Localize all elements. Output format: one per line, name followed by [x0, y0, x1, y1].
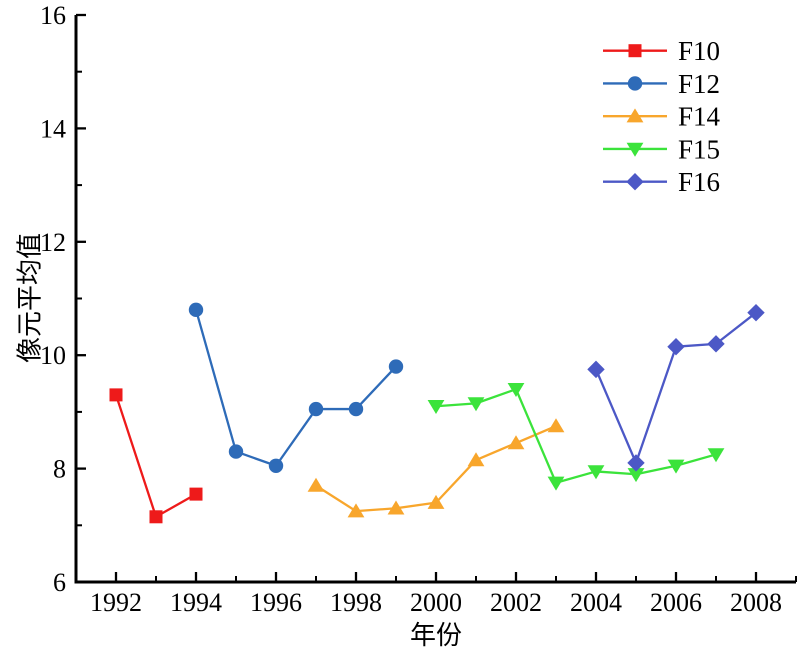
- axes: 1992 1994 1996 1998 2000 2002 2004 2006 2008 6 8 10…: [40, 1, 797, 617]
- data-point-F14-1999: [387, 500, 405, 515]
- data-point-F10-1992: [109, 388, 123, 402]
- data-point-F12-1998: [348, 401, 364, 417]
- legend-item-F12: F12: [603, 69, 720, 99]
- data-point-F12-1994: [188, 302, 204, 318]
- data-point-F15-2002: [507, 383, 525, 398]
- data-point-F16-2004: [587, 360, 605, 379]
- data-point-F16-2006: [667, 337, 685, 356]
- data-point-F14-2000: [427, 494, 445, 509]
- data-point-F15-2004: [587, 465, 605, 480]
- series-line-F12: [194, 308, 398, 467]
- x-tick-label: 1998: [330, 588, 382, 617]
- data-point-F12-1995: [228, 444, 244, 459]
- y-tick-label: 14: [40, 114, 66, 143]
- x-tick-label: 1996: [250, 588, 302, 617]
- series-F10: [109, 388, 203, 524]
- y-tick-label: 10: [40, 341, 66, 370]
- x-axis-title: 年份: [409, 621, 462, 650]
- legend-marker-F16: [626, 173, 644, 191]
- data-point-F12-1996: [268, 458, 284, 473]
- x-tick-label: 2008: [730, 588, 782, 617]
- data-point-F14-1997: [307, 477, 325, 492]
- data-point-F12-1997: [308, 401, 324, 417]
- data-point-F14-2002: [507, 435, 525, 450]
- legend-label-F14: F14: [678, 102, 721, 132]
- legend-label-F15: F15: [678, 134, 720, 164]
- legend-item-F10: F10: [603, 36, 720, 66]
- data-point-F10-1994: [189, 487, 203, 501]
- data-point-F15-2005: [627, 468, 645, 483]
- x-tick-label: 2004: [570, 588, 622, 617]
- y-tick-label: 16: [40, 1, 66, 30]
- y-tick-label: 6: [53, 568, 66, 597]
- legend-marker-F15: [626, 142, 644, 157]
- legend-marker-F10: [628, 44, 642, 58]
- series-F15: [427, 383, 725, 491]
- x-tick-label: 2000: [410, 588, 462, 617]
- data-point-F15-2007: [707, 448, 725, 463]
- data-point-F15-2001: [467, 397, 485, 412]
- data-point-F15-2003: [547, 476, 565, 491]
- data-point-F14-2001: [467, 452, 485, 467]
- series-F12: [188, 302, 404, 473]
- x-tick-label: 1994: [170, 588, 222, 617]
- legend-label-F16: F16: [678, 167, 720, 197]
- series-F16: [587, 303, 765, 472]
- y-tick-label: 8: [53, 455, 66, 484]
- data-point-F16-2007: [707, 335, 725, 353]
- data-point-F12-1999: [388, 359, 404, 374]
- legend-item-F14: F14: [603, 102, 721, 132]
- y-tick-label: 12: [40, 228, 66, 257]
- x-tick-label: 1992: [90, 588, 142, 617]
- series-F14: [307, 418, 565, 518]
- x-tick-label: 2002: [490, 588, 542, 617]
- legend-item-F15: F15: [603, 134, 720, 164]
- data-point-F14-1998: [347, 503, 365, 518]
- legend-label-F10: F10: [678, 36, 720, 66]
- data-point-F16-2008: [747, 303, 765, 322]
- data-point-F15-2006: [667, 459, 685, 474]
- series-line-F15: [434, 388, 718, 484]
- legend-item-F16: F16: [603, 167, 720, 197]
- data-point-F16-2005: [627, 454, 645, 472]
- y-axis-title: 像元平均值: [15, 232, 45, 364]
- data-point-F15-2000: [427, 400, 445, 415]
- series-line-F16: [594, 311, 758, 465]
- legend-label-F12: F12: [678, 69, 720, 99]
- x-tick-label: 2006: [650, 588, 702, 617]
- data-point-F10-1993: [149, 510, 163, 524]
- legend-marker-F12: [627, 76, 643, 91]
- series-line-F10: [114, 393, 198, 518]
- legend-marker-F14: [626, 108, 644, 123]
- data-point-F14-2003: [547, 418, 565, 433]
